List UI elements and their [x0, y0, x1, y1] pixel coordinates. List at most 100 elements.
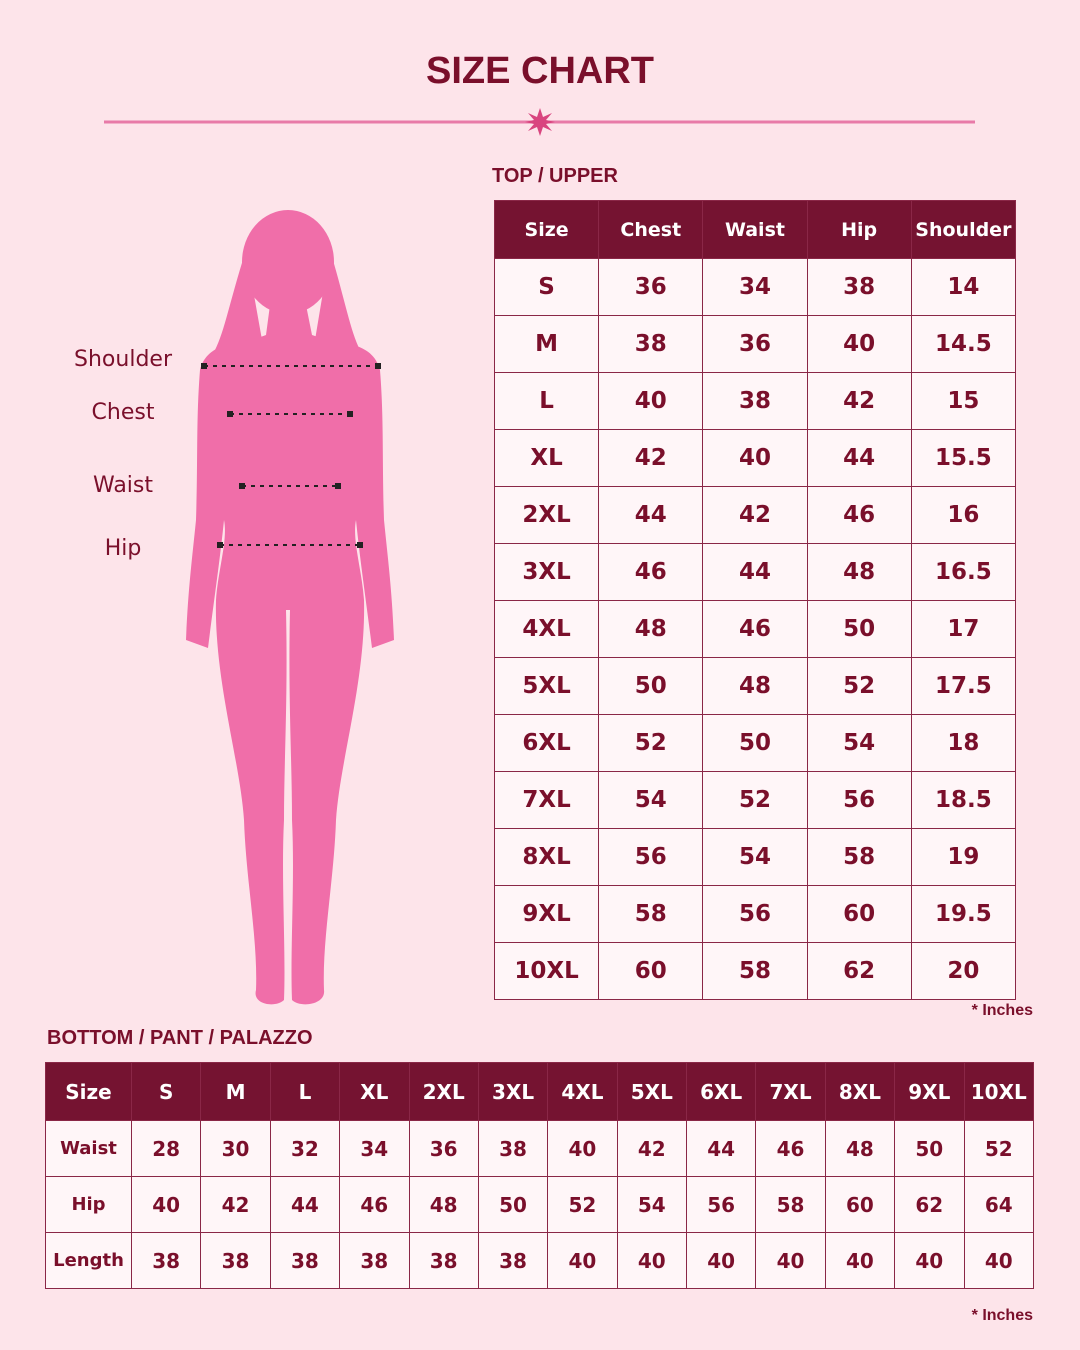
row: 4XL 48 46 50 17 [493, 600, 1017, 658]
cell: 42 [702, 486, 808, 544]
cell: 54 [806, 714, 912, 772]
row: 9XL 58 56 60 19.5 [493, 885, 1017, 943]
figure-label: Hip [104, 536, 142, 561]
cell: 44 [598, 486, 704, 544]
cell: 46 [755, 1120, 826, 1177]
header-cell: Size [493, 200, 600, 259]
header-cell: S [130, 1062, 202, 1121]
cell: 19.5 [910, 885, 1017, 943]
cell: 16 [910, 486, 1017, 544]
bottom-table: Size S M L XL 2XL 3XL 4XL 5XL 6XL 7XL 8XL 9XL 10XL Wai… [45, 1062, 1034, 1289]
row-header: S [493, 258, 600, 316]
cell: 56 [685, 1176, 757, 1233]
header-cell: XL [339, 1062, 410, 1121]
row-header: 7XL [493, 771, 600, 829]
row-header: 5XL [493, 657, 600, 715]
cell: 48 [408, 1176, 479, 1233]
cell: 18.5 [910, 771, 1017, 829]
header-cell: L [269, 1062, 341, 1121]
row-header: L [493, 372, 600, 430]
cell: 38 [200, 1232, 271, 1289]
row: 3XL 46 44 48 16.5 [493, 543, 1017, 601]
cell: 16.5 [910, 543, 1017, 601]
row: 7XL 54 52 56 18.5 [493, 771, 1017, 829]
row-header: 4XL [493, 600, 600, 658]
row-header: 2XL [493, 486, 600, 544]
cell: 42 [616, 1120, 688, 1177]
cell: 52 [963, 1120, 1034, 1177]
header-cell: 4XL [547, 1062, 618, 1121]
row: XL 42 40 44 15.5 [493, 429, 1017, 487]
header-row: Size Chest Waist Hip Shoulder [493, 200, 1017, 259]
row-header: M [493, 315, 600, 373]
cell: 60 [824, 1176, 896, 1233]
cell: 56 [598, 828, 704, 886]
cell: 50 [702, 714, 808, 772]
cell: 36 [598, 258, 704, 316]
cell: 54 [616, 1176, 688, 1233]
cell: 46 [598, 543, 704, 601]
cell: 40 [963, 1232, 1034, 1289]
cell: 60 [806, 885, 912, 943]
header-cell: 10XL [963, 1062, 1034, 1121]
cell: 34 [339, 1120, 410, 1177]
header-cell: 6XL [685, 1062, 757, 1121]
cell: 52 [598, 714, 704, 772]
cell: 46 [702, 600, 808, 658]
row-header: 8XL [493, 828, 600, 886]
row-header: Hip [45, 1176, 132, 1233]
cell: 44 [685, 1120, 757, 1177]
row: Hip 40 42 44 46 48 50 52 54 56 58 60 62 64 [45, 1176, 1034, 1233]
row: 2XL 44 42 46 16 [493, 486, 1017, 544]
header-cell: 3XL [477, 1062, 549, 1121]
cell: 42 [598, 429, 704, 487]
cell: 52 [702, 771, 808, 829]
cell: 46 [806, 486, 912, 544]
cell: 62 [806, 942, 912, 1000]
row-header: Waist [45, 1120, 132, 1177]
cell: 48 [806, 543, 912, 601]
cell: 44 [806, 429, 912, 487]
cell: 56 [702, 885, 808, 943]
cell: 58 [755, 1176, 826, 1233]
header-cell: 2XL [408, 1062, 479, 1121]
cell: 40 [685, 1232, 757, 1289]
header-cell: 5XL [616, 1062, 688, 1121]
figure-label: Chest [91, 400, 155, 425]
row: Length 38 38 38 38 38 38 40 40 40 40 40 40 40 [45, 1232, 1034, 1289]
title: SIZE CHART [426, 50, 654, 92]
cell: 60 [598, 942, 704, 1000]
top-table: Size Chest Waist Hip Shoulder S 36 34 38 14 M 38 36 4… [493, 200, 1017, 1000]
cell: 52 [806, 657, 912, 715]
cell: 46 [339, 1176, 410, 1233]
cell: 38 [598, 315, 704, 373]
row-header: 3XL [493, 543, 600, 601]
cell: 40 [616, 1232, 688, 1289]
cell: 40 [894, 1232, 965, 1289]
cell: 54 [702, 828, 808, 886]
header-cell: 7XL [755, 1062, 826, 1121]
cell: 38 [269, 1232, 341, 1289]
row-header: 9XL [493, 885, 600, 943]
note: * Inches [971, 1002, 1033, 1019]
cell: 58 [702, 942, 808, 1000]
cell: 38 [477, 1120, 549, 1177]
section-title: BOTTOM / PANT / PALAZZO [47, 1027, 313, 1049]
cell: 38 [477, 1232, 549, 1289]
cell: 40 [702, 429, 808, 487]
cell: 48 [824, 1120, 896, 1177]
cell: 40 [547, 1232, 618, 1289]
row: S 36 34 38 14 [493, 258, 1017, 316]
cell: 40 [824, 1232, 896, 1289]
cell: 40 [598, 372, 704, 430]
header-cell: M [200, 1062, 271, 1121]
row: M 38 36 40 14.5 [493, 315, 1017, 373]
cell: 18 [910, 714, 1017, 772]
row-header: Length [45, 1232, 132, 1289]
header-cell: Size [45, 1062, 132, 1121]
header-cell: Waist [702, 200, 808, 259]
cell: 14.5 [910, 315, 1017, 373]
row: 5XL 50 48 52 17.5 [493, 657, 1017, 715]
